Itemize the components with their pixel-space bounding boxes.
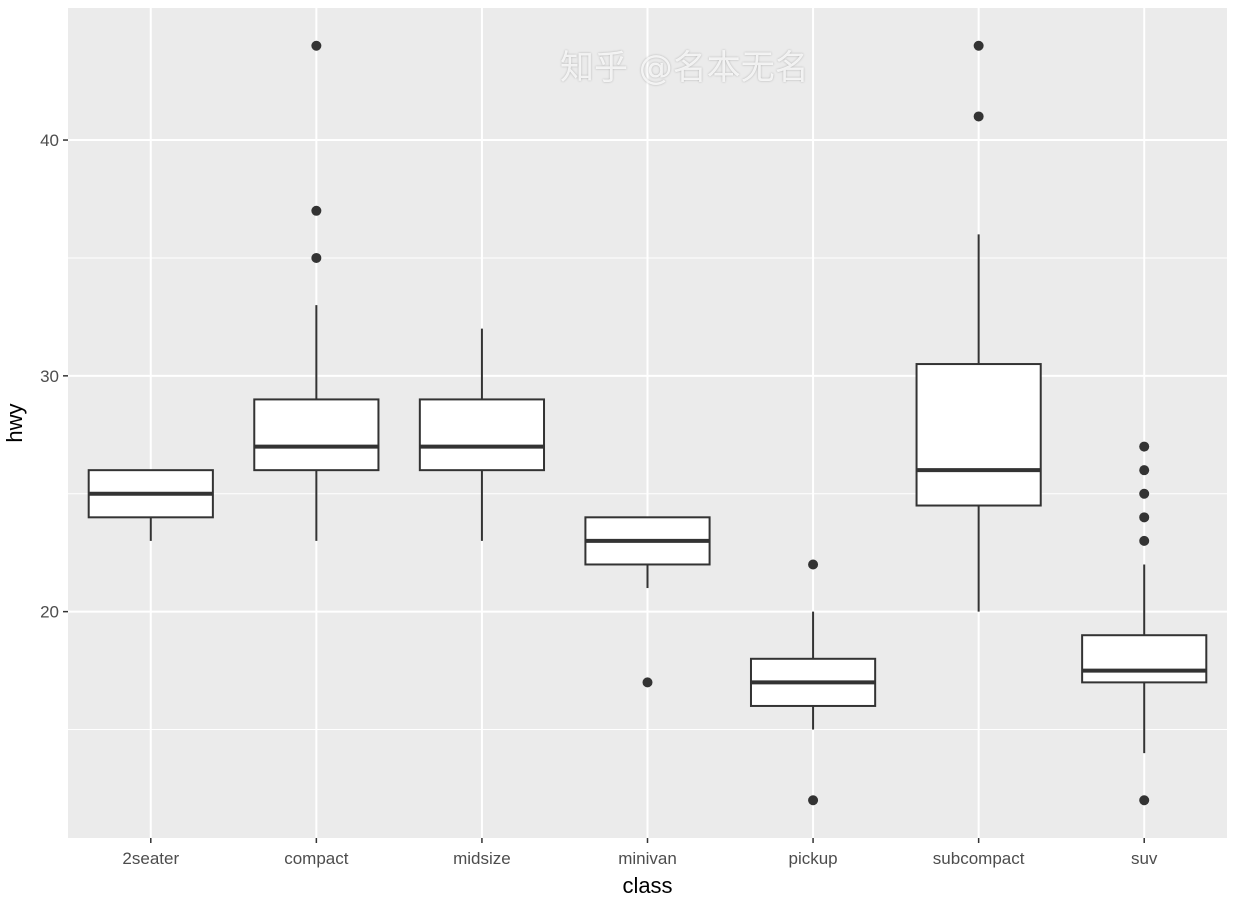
y-tick-label: 30 [40,367,59,386]
outlier-point [808,559,819,570]
outlier-point [1139,465,1150,476]
box-subcompact [915,363,1042,507]
y-axis-title: hwy [2,403,27,442]
outlier-point [311,205,322,216]
outlier-point [973,111,984,122]
x-tick-label: subcompact [933,849,1025,868]
x-tick-label: compact [284,849,349,868]
box-compact [253,398,380,472]
y-tick-label: 40 [40,131,59,150]
outlier-point [973,40,984,51]
x-tick-label: midsize [453,849,511,868]
box-midsize [418,398,546,472]
x-tick-label: minivan [618,849,677,868]
watermark: 知乎 @名本无名 [560,48,809,88]
outlier-point [642,677,653,688]
x-tick-label: suv [1131,849,1158,868]
y-tick-label: 20 [40,603,59,622]
outlier-point [1139,441,1150,452]
outlier-point [311,40,322,51]
x-tick-label: 2seater [122,849,179,868]
outlier-point [1139,535,1150,546]
x-tick-label: pickup [789,849,838,868]
outlier-point [1139,795,1150,806]
x-axis-title: class [622,873,672,898]
outlier-point [311,252,322,263]
box-suv [1081,634,1208,684]
outlier-point [1139,488,1150,499]
outlier-point [1139,512,1150,523]
outlier-point [808,795,819,806]
